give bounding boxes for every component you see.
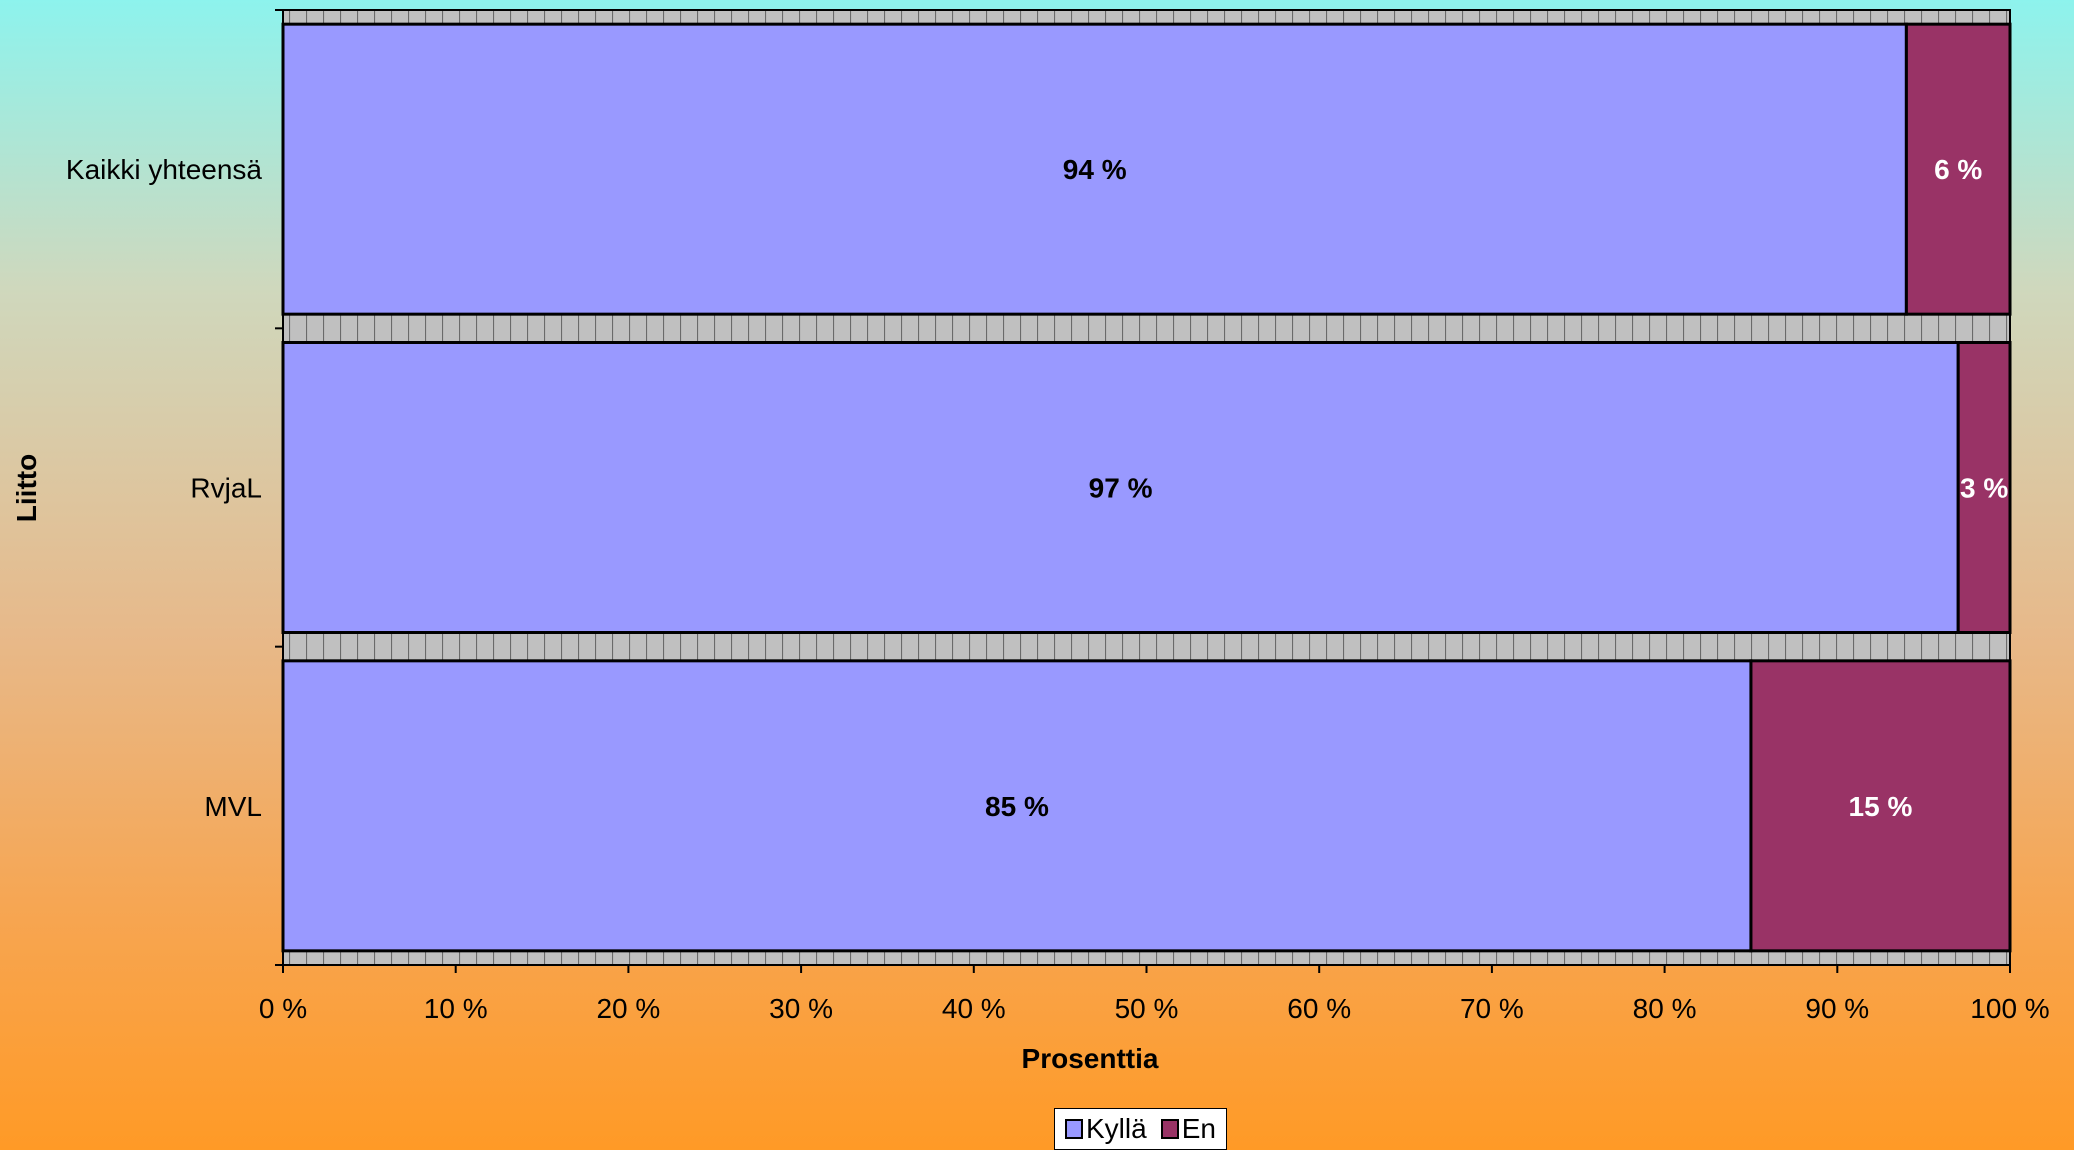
- x-tick-label-5: 50 %: [1115, 993, 1179, 1024]
- x-tick-label-0: 0 %: [259, 993, 307, 1024]
- category-label-0: Kaikki yhteensä: [66, 154, 263, 185]
- data-label-kylla-1: 97 %: [1089, 473, 1153, 504]
- x-tick-label-8: 80 %: [1633, 993, 1697, 1024]
- legend: Kyllä En: [1054, 1108, 1227, 1150]
- x-tick-labels: 0 % 10 % 20 % 30 % 40 % 50 % 60 % 70 % 80 % 90 % 1…: [259, 993, 2050, 1024]
- category-label-2: MVL: [204, 791, 262, 822]
- category-labels: Kaikki yhteensä RvjaL MVL: [66, 154, 263, 822]
- x-tick-label-3: 30 %: [769, 993, 833, 1024]
- y-axis-title: Liitto: [11, 454, 42, 522]
- x-tick-label-7: 70 %: [1460, 993, 1524, 1024]
- category-label-1: RvjaL: [190, 473, 262, 504]
- x-tick-label-10: 100 %: [1970, 993, 2049, 1024]
- x-tick-label-9: 90 %: [1805, 993, 1869, 1024]
- x-tick-label-1: 10 %: [424, 993, 488, 1024]
- bar-gap-band: [282, 631, 2011, 662]
- axes-group: [275, 9, 2011, 973]
- data-label-en-1: 3 %: [1960, 473, 2008, 504]
- legend-item-en: En: [1160, 1113, 1216, 1145]
- bars-group: 94 % 6 % 97 % 3 % 85 % 15 %: [281, 22, 2012, 953]
- x-tick-label-2: 20 %: [596, 993, 660, 1024]
- bar-kylla-2: [281, 659, 1753, 953]
- data-label-kylla-2: 85 %: [985, 791, 1049, 822]
- bar-kylla-1: [281, 341, 1960, 634]
- bar-gap-band: [282, 949, 2011, 966]
- data-label-en-0: 6 %: [1934, 154, 1982, 185]
- bar-gap-band: [282, 313, 2011, 344]
- bar-kylla-0: [281, 22, 1908, 316]
- legend-swatch-en: [1160, 1119, 1179, 1139]
- bar-en-2: [1749, 659, 2012, 953]
- legend-label-kylla: Kyllä: [1086, 1113, 1147, 1144]
- x-axis-title: Prosenttia: [1022, 1043, 1159, 1074]
- bar-en-0: [1904, 22, 2012, 316]
- legend-swatch-kylla: [1065, 1119, 1083, 1139]
- x-tick-label-4: 40 %: [942, 993, 1006, 1024]
- legend-item-kylla: Kyllä: [1065, 1113, 1147, 1145]
- data-label-kylla-0: 94 %: [1063, 154, 1127, 185]
- bar-gap-band: [282, 9, 2011, 26]
- data-label-en-2: 15 %: [1849, 791, 1913, 822]
- legend-label-en: En: [1181, 1113, 1216, 1144]
- x-tick-label-6: 60 %: [1287, 993, 1351, 1024]
- bar-en-1: [1956, 341, 2012, 634]
